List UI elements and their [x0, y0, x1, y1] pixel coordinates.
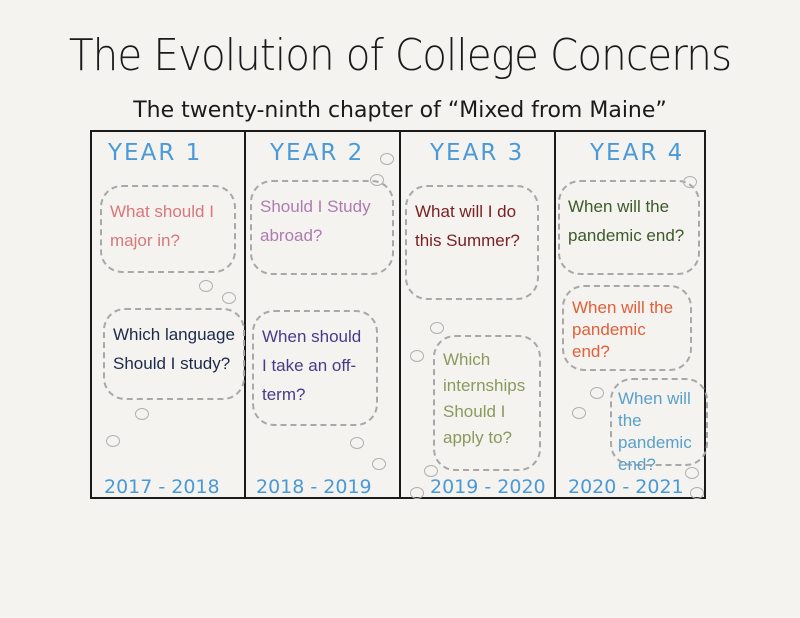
panel-divider	[399, 130, 401, 499]
thought-bubble: When should I take an off-term?	[252, 310, 378, 426]
thought-puff	[222, 292, 236, 304]
comic-subtitle: The twenty-ninth chapter of “Mixed from …	[133, 98, 667, 123]
comic-title: The Evolution of College Concerns	[68, 30, 732, 81]
thought-puff	[410, 350, 424, 362]
thought-puff	[199, 280, 213, 292]
year-3-dates: 2019 - 2020	[430, 476, 546, 498]
year-1-dates: 2017 - 2018	[104, 476, 220, 498]
year-2-heading: YEAR 2	[270, 140, 365, 166]
thought-bubble: Which internships Should I apply to?	[433, 335, 541, 471]
year-2-dates: 2018 - 2019	[256, 476, 372, 498]
thought-puff	[572, 407, 586, 419]
thought-puff	[106, 435, 120, 447]
comic-panel-frame	[90, 130, 706, 499]
year-1-heading: YEAR 1	[108, 140, 203, 166]
panel-divider	[244, 130, 246, 499]
thought-puff	[690, 487, 704, 499]
thought-puff	[350, 437, 364, 449]
thought-bubble: When will the pandemic end?	[610, 378, 708, 474]
year-4-dates: 2020 - 2021	[568, 476, 684, 498]
thought-puff	[430, 322, 444, 334]
thought-bubble: When will the pandemic end?	[558, 180, 700, 275]
thought-bubble: What should I major in?	[100, 185, 236, 273]
year-3-heading: YEAR 3	[430, 140, 525, 166]
panel-divider	[554, 130, 556, 499]
thought-puff	[370, 174, 384, 186]
thought-puff	[410, 487, 424, 499]
thought-puff	[683, 176, 697, 188]
thought-bubble: Should I Study abroad?	[250, 180, 394, 275]
thought-bubble: When will the pandemic end?	[562, 285, 692, 371]
thought-puff	[590, 387, 604, 399]
thought-puff	[380, 153, 394, 165]
thought-puff	[372, 458, 386, 470]
thought-bubble: What will I do this Summer?	[405, 185, 539, 300]
thought-puff	[135, 408, 149, 420]
thought-bubble: Which language Should I study?	[103, 308, 245, 400]
year-4-heading: YEAR 4	[590, 140, 685, 166]
thought-puff	[424, 465, 438, 477]
thought-puff	[685, 467, 699, 479]
